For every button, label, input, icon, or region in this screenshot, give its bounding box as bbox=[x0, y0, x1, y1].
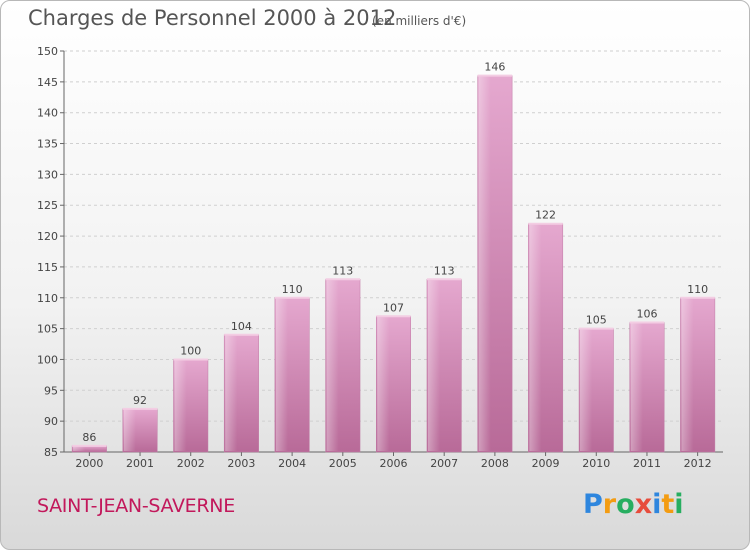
bar-highlight-2011 bbox=[630, 323, 643, 451]
data-label-2008: 146 bbox=[484, 61, 505, 74]
x-tick-label-2003: 2003 bbox=[227, 457, 255, 470]
chart-subtitle: (en milliers d'€) bbox=[372, 14, 467, 28]
x-tick-label-2007: 2007 bbox=[430, 457, 458, 470]
y-tick-label: 150 bbox=[37, 45, 58, 58]
data-label-2003: 104 bbox=[231, 320, 252, 333]
x-tick-label-2011: 2011 bbox=[633, 457, 661, 470]
y-tick-label: 100 bbox=[37, 353, 58, 366]
y-tick-label: 130 bbox=[37, 168, 58, 181]
data-label-2012: 110 bbox=[687, 283, 708, 296]
proxiti-logo: Proxiti bbox=[583, 489, 684, 520]
logo-letter: P bbox=[583, 489, 603, 520]
data-label-2006: 107 bbox=[383, 301, 404, 314]
y-tick-label: 125 bbox=[37, 199, 58, 212]
bar-highlight-2005 bbox=[326, 280, 339, 451]
bar-highlight-2000 bbox=[73, 446, 86, 451]
bar-highlight-2007 bbox=[427, 280, 441, 451]
logo-letter: o bbox=[616, 489, 635, 520]
data-label-2007: 113 bbox=[434, 264, 455, 277]
logo-letter: i bbox=[652, 489, 662, 520]
bar-highlight-2010 bbox=[580, 329, 593, 451]
y-tick-label: 145 bbox=[37, 76, 58, 89]
x-tick-label-2010: 2010 bbox=[582, 457, 610, 470]
y-tick-label: 90 bbox=[44, 415, 58, 428]
bar-highlight-2006 bbox=[377, 317, 390, 451]
y-tick-label: 105 bbox=[37, 323, 58, 336]
y-tick-label: 85 bbox=[44, 446, 58, 459]
data-label-2010: 105 bbox=[586, 314, 607, 327]
logo-letter: t bbox=[661, 489, 675, 520]
bar-highlight-2003 bbox=[225, 335, 238, 451]
y-tick-label: 135 bbox=[37, 138, 58, 151]
data-label-2005: 113 bbox=[332, 264, 353, 277]
data-label-2009: 122 bbox=[535, 209, 556, 222]
logo-letter: x bbox=[634, 489, 653, 520]
x-tick-label-2009: 2009 bbox=[532, 457, 560, 470]
bar-highlight-2008 bbox=[478, 76, 491, 451]
x-tick-label-2006: 2006 bbox=[380, 457, 408, 470]
y-tick-label: 115 bbox=[37, 261, 58, 274]
commune-name: SAINT-JEAN-SAVERNE bbox=[37, 495, 235, 517]
x-tick-label-2008: 2008 bbox=[481, 457, 509, 470]
bar-highlight-2001 bbox=[123, 409, 136, 451]
y-tick-label: 110 bbox=[37, 292, 58, 305]
bar-highlight-2002 bbox=[174, 360, 187, 451]
bar-highlight-2004 bbox=[275, 298, 288, 451]
y-tick-label: 140 bbox=[37, 107, 58, 120]
bar-highlight-2012 bbox=[681, 298, 694, 451]
data-label-2002: 100 bbox=[180, 344, 201, 357]
x-tick-label-2001: 2001 bbox=[126, 457, 154, 470]
x-tick-label-2012: 2012 bbox=[684, 457, 712, 470]
x-tick-label-2004: 2004 bbox=[278, 457, 306, 470]
data-label-2004: 110 bbox=[282, 283, 303, 296]
data-label-2001: 92 bbox=[133, 394, 147, 407]
x-tick-label-2000: 2000 bbox=[75, 457, 103, 470]
logo-letter: r bbox=[602, 489, 617, 520]
x-tick-label-2002: 2002 bbox=[177, 457, 205, 470]
chart-title: Charges de Personnel 2000 à 2012 bbox=[28, 6, 397, 30]
x-tick-label-2005: 2005 bbox=[329, 457, 357, 470]
bar-highlight-2009 bbox=[529, 224, 542, 451]
y-tick-label: 95 bbox=[44, 384, 58, 397]
y-tick-label: 120 bbox=[37, 230, 58, 243]
logo-letter: i bbox=[674, 489, 684, 520]
data-label-2000: 86 bbox=[82, 431, 96, 444]
data-label-2011: 106 bbox=[636, 307, 657, 320]
